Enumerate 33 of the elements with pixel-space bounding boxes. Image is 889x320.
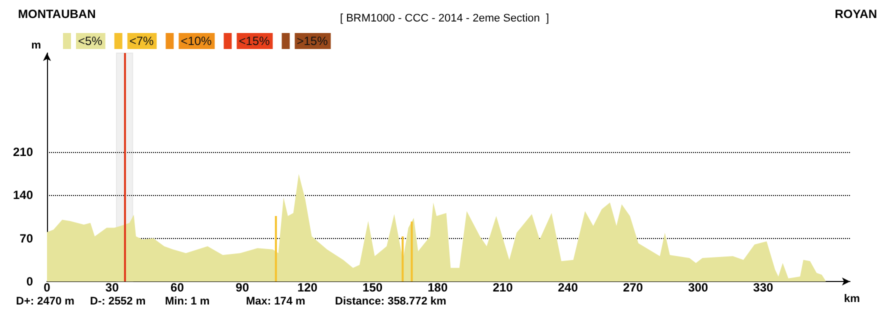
legend-label: <7%	[129, 34, 154, 48]
x-tick-label: 180	[428, 280, 448, 294]
y-tick-label: 210	[12, 144, 34, 159]
x-tick-label: 30	[105, 280, 120, 294]
legend-label: <5%	[78, 34, 103, 48]
x-tick-label: 90	[236, 280, 250, 294]
x-axis-title: km	[844, 293, 860, 305]
text: Distance: 358.772 km	[335, 296, 447, 308]
x-tick-label: 330	[753, 280, 774, 294]
text: Max: 174 m	[246, 296, 306, 308]
text: D+: 2470 m	[16, 296, 75, 308]
text: Min: 1 m	[165, 296, 210, 308]
text: MONTAUBAN	[18, 7, 96, 21]
legend-label: <15%	[238, 34, 270, 48]
x-tick-label: 60	[170, 280, 184, 294]
chart-title: [ BRM1000 - CCC - 2014 - 2eme Section ]	[340, 12, 550, 24]
x-tick-label: 240	[558, 280, 578, 294]
x-tick-label: 300	[688, 280, 708, 294]
bar	[410, 222, 413, 282]
bar	[402, 236, 404, 282]
y-axis-title: m	[31, 40, 42, 52]
x-tick-label: 120	[297, 280, 318, 294]
x-tick-label: 210	[492, 280, 514, 294]
text: D-: 2552 m	[90, 296, 146, 308]
bar	[274, 216, 277, 282]
legend-label: <10%	[180, 34, 212, 48]
x-tick-label: 270	[622, 280, 644, 294]
legend-label: >15%	[296, 34, 328, 48]
x-tick-label: 0	[44, 280, 51, 294]
x-tick-label: 150	[362, 280, 383, 294]
y-tick-label: 70	[20, 231, 34, 246]
text: ROYAN	[834, 7, 877, 21]
y-tick-label: 140	[12, 188, 34, 202]
